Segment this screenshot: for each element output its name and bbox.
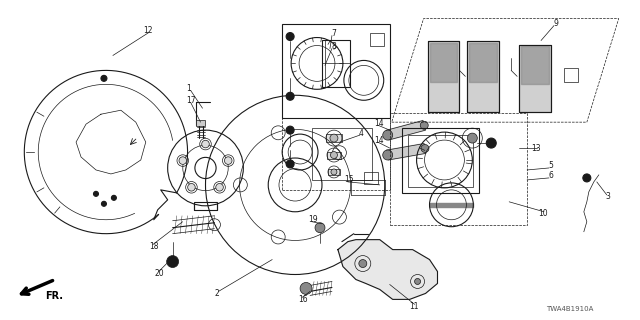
Bar [328,169,340,175]
Circle shape [93,191,99,196]
Circle shape [331,169,337,175]
Text: TWA4B1910A: TWA4B1910A [547,306,594,312]
Bar [564,68,578,82]
Circle shape [179,157,186,164]
Bar [282,118,390,190]
Circle shape [383,150,393,160]
Text: 14: 14 [374,136,383,145]
Bar [428,41,460,112]
Text: 3: 3 [606,192,611,201]
Polygon shape [429,43,458,82]
Circle shape [330,152,337,158]
Circle shape [225,157,232,164]
Circle shape [286,126,294,134]
Circle shape [415,278,420,284]
Circle shape [420,121,428,129]
Bar [467,41,499,112]
Circle shape [286,33,294,41]
Text: 8: 8 [331,42,336,51]
Text: 20: 20 [155,269,164,278]
Circle shape [421,144,429,152]
Bar [390,113,527,225]
Bar [327,152,341,158]
Bar [519,44,551,112]
Circle shape [583,174,591,182]
Text: 1: 1 [187,84,191,93]
Text: 14: 14 [374,119,383,128]
Text: 13: 13 [531,144,541,153]
Text: 19: 19 [308,215,317,224]
Text: 7: 7 [331,29,336,38]
Circle shape [216,183,223,191]
Bar [282,24,390,118]
Text: 4: 4 [359,129,364,138]
Circle shape [101,76,107,81]
Text: 10: 10 [538,209,548,218]
Bar [326,134,342,142]
Text: 6: 6 [548,172,553,180]
Bar [428,41,460,112]
Circle shape [202,140,209,148]
Text: 15: 15 [344,175,353,184]
Text: 5: 5 [548,162,553,171]
Bar [370,33,384,46]
Bar [196,120,205,126]
Circle shape [330,134,338,142]
Polygon shape [429,203,474,207]
Bar [519,44,551,112]
Text: 17: 17 [187,96,196,105]
Circle shape [300,283,312,294]
Circle shape [286,92,294,100]
Bar [408,135,474,187]
Circle shape [286,160,294,168]
Circle shape [188,183,195,191]
Polygon shape [469,43,497,82]
Polygon shape [338,240,438,300]
Text: 9: 9 [553,19,558,28]
Text: 16: 16 [298,295,308,304]
Text: 2: 2 [214,289,220,298]
Text: 11: 11 [409,302,419,311]
Bar [467,41,499,112]
Text: 12: 12 [143,26,153,35]
Circle shape [166,256,179,268]
Circle shape [467,133,477,143]
Circle shape [359,260,367,268]
Bar [193,202,218,210]
Text: FR.: FR. [45,292,63,301]
Polygon shape [521,46,549,84]
Text: 18: 18 [148,242,158,251]
Polygon shape [387,144,426,160]
Circle shape [102,201,106,206]
Bar [312,128,372,180]
Circle shape [111,195,116,200]
Circle shape [486,138,496,148]
Polygon shape [387,121,426,140]
Bar [322,40,350,87]
Circle shape [383,130,393,140]
Bar [402,128,479,193]
Circle shape [315,223,325,233]
Bar [364,172,378,184]
